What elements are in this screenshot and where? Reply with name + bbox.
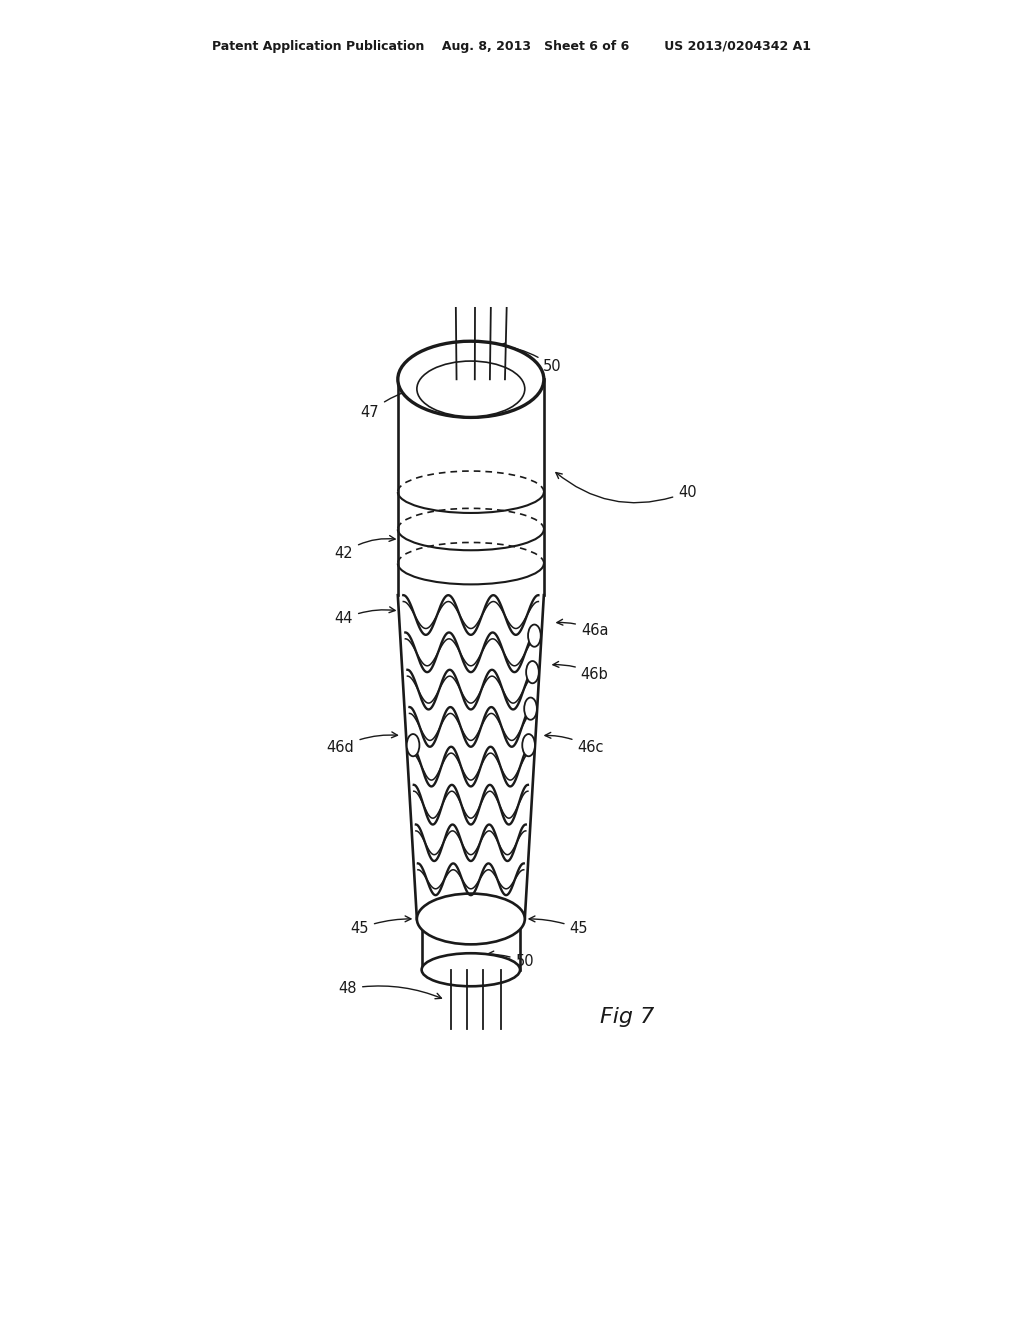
Text: 45: 45: [529, 916, 588, 936]
Text: 46c: 46c: [545, 733, 604, 755]
Ellipse shape: [407, 734, 420, 756]
Ellipse shape: [417, 894, 524, 944]
Ellipse shape: [417, 362, 524, 417]
Ellipse shape: [528, 624, 541, 647]
Ellipse shape: [526, 661, 539, 684]
Text: 46d: 46d: [327, 731, 397, 755]
Ellipse shape: [524, 697, 537, 719]
Text: 42: 42: [335, 536, 395, 561]
Text: Patent Application Publication    Aug. 8, 2013   Sheet 6 of 6        US 2013/020: Patent Application Publication Aug. 8, 2…: [213, 40, 811, 53]
Text: 50: 50: [487, 952, 535, 969]
Text: 46a: 46a: [557, 619, 608, 639]
Text: Fig 7: Fig 7: [600, 1007, 654, 1027]
Text: 40: 40: [556, 473, 696, 503]
Text: 46b: 46b: [553, 661, 608, 682]
Ellipse shape: [422, 953, 520, 986]
Text: 48: 48: [339, 981, 441, 999]
Ellipse shape: [397, 342, 544, 417]
Text: 50: 50: [499, 343, 562, 374]
Text: 45: 45: [350, 916, 411, 936]
Text: 44: 44: [335, 607, 395, 627]
Text: 47: 47: [360, 384, 437, 420]
Ellipse shape: [522, 734, 535, 756]
